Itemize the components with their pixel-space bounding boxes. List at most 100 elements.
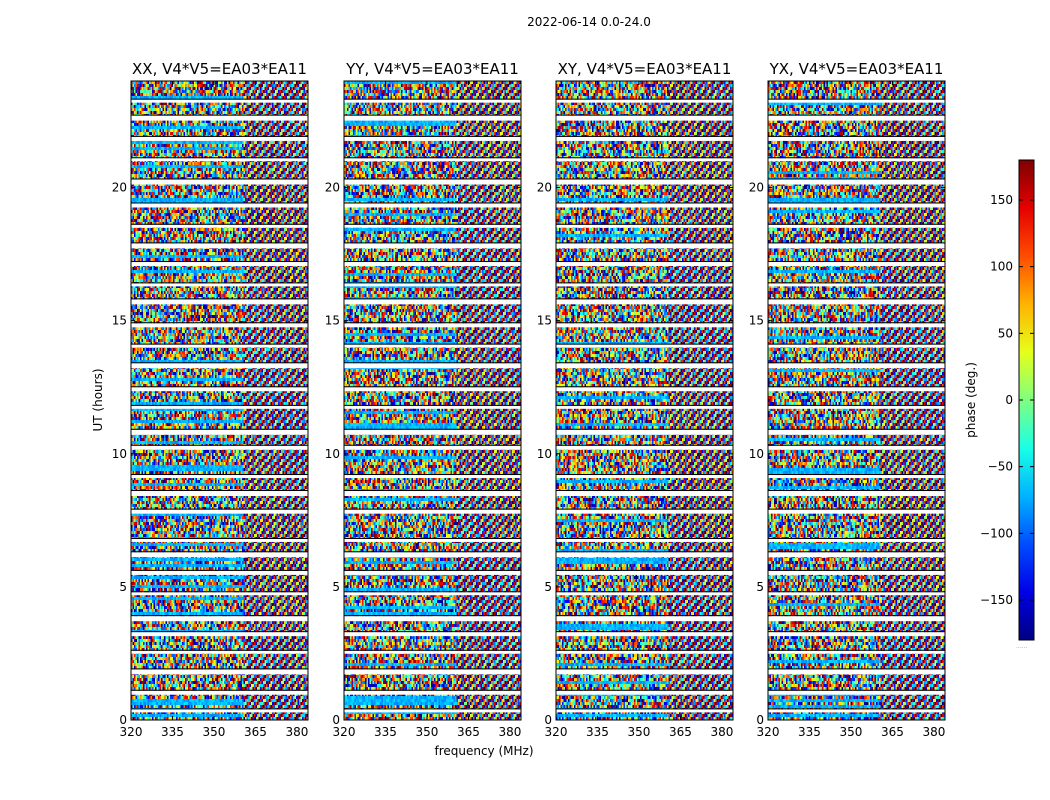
flagged-gap	[131, 405, 308, 409]
x-tick-label: 380	[710, 725, 733, 739]
colorbar-tick-label: 100	[990, 260, 1013, 274]
flagged-gap	[768, 475, 945, 479]
flagged-gap	[131, 632, 308, 637]
y-tick-label: 5	[332, 580, 340, 594]
flagged-gap	[556, 690, 733, 695]
flagged-gap	[556, 509, 733, 514]
flagged-gap	[344, 570, 521, 575]
flagged-gap	[556, 616, 733, 622]
flagged-gap	[131, 283, 308, 287]
flagged-gap	[131, 262, 308, 267]
flagged-gap	[131, 669, 308, 675]
flagged-gap	[131, 538, 308, 542]
flagged-gap	[131, 709, 308, 713]
flagged-gap	[768, 491, 945, 497]
flagged-gap	[344, 538, 521, 542]
flagged-gap	[344, 179, 521, 185]
y-tick-label: 15	[112, 314, 127, 328]
flagged-gap	[556, 405, 733, 409]
flagged-gap	[768, 538, 945, 542]
y-tick-label: 5	[119, 580, 127, 594]
flagged-gap	[556, 632, 733, 637]
flagged-gap	[344, 616, 521, 622]
flagged-gap	[768, 243, 945, 249]
flagged-gap	[768, 387, 945, 392]
flagged-gap	[556, 299, 733, 305]
flagged-gap	[768, 323, 945, 328]
flagged-gap	[768, 262, 945, 267]
flagged-gap	[768, 99, 945, 103]
heatmap-panel-2: YY, V4*V5=EA03*EA11 320 335 350 365 380 0 5 10 15…	[325, 60, 522, 739]
flagged-gap	[556, 158, 733, 162]
x-tick-label: 350	[416, 725, 439, 739]
x-tick-label: 350	[628, 725, 651, 739]
flagged-gap	[768, 690, 945, 695]
flagged-gap	[344, 509, 521, 514]
flagged-gap	[556, 243, 733, 249]
panel-title: XY, V4*V5=EA03*EA11	[558, 60, 732, 78]
x-tick-label: 365	[457, 725, 480, 739]
x-tick-label: 320	[757, 725, 780, 739]
colorbar-label: phase (deg.)	[964, 362, 978, 438]
flagged-gap	[768, 405, 945, 409]
flagged-gap	[131, 99, 308, 103]
x-tick-label: 350	[203, 725, 226, 739]
flagged-gap	[131, 224, 308, 228]
flagged-gap	[344, 592, 521, 596]
flagged-gap	[556, 283, 733, 287]
flagged-gap	[768, 509, 945, 514]
flagged-gap	[768, 669, 945, 675]
flagged-gap	[131, 445, 308, 450]
flagged-gap	[556, 570, 733, 575]
flagged-gap	[556, 669, 733, 675]
y-axis-label: UT (hours)	[91, 368, 105, 431]
y-tick-label: 0	[756, 713, 764, 727]
flagged-gap	[131, 136, 308, 141]
flagged-gap	[768, 445, 945, 450]
flagged-gap	[131, 650, 308, 654]
axes-frame	[343, 80, 522, 721]
x-tick-label: 320	[120, 725, 143, 739]
flagged-gap	[768, 344, 945, 348]
colorbar-tick-label: 150	[990, 193, 1013, 207]
flagged-gap	[131, 344, 308, 348]
x-tick-label: 320	[545, 725, 568, 739]
heatmap-image	[131, 81, 308, 720]
y-tick-label: 20	[112, 181, 127, 195]
x-axis-label: frequency (MHz)	[434, 744, 533, 758]
y-tick-label: 20	[537, 181, 552, 195]
flagged-gap	[768, 570, 945, 575]
flagged-gap	[344, 405, 521, 409]
flagged-gap	[556, 363, 733, 369]
flagged-gap	[131, 363, 308, 369]
flagged-gap	[556, 491, 733, 497]
y-tick-label: 5	[544, 580, 552, 594]
y-tick-label: 0	[544, 713, 552, 727]
flagged-gap	[344, 243, 521, 249]
y-tick-label: 20	[325, 181, 340, 195]
heatmap-image	[344, 81, 521, 720]
flagged-gap	[556, 115, 733, 121]
flagged-gap	[768, 203, 945, 208]
flagged-gap	[768, 592, 945, 596]
panels-group: XX, V4*V5=EA03*EA11 320 335 350 365 380 0 5 10 15…	[112, 60, 946, 739]
flagged-gap	[768, 299, 945, 305]
panel-title: YY, V4*V5=EA03*EA11	[345, 60, 519, 78]
flagged-gap	[768, 136, 945, 141]
flagged-gap	[344, 136, 521, 141]
x-tick-label: 365	[669, 725, 692, 739]
flagged-gap	[344, 387, 521, 392]
flagged-gap	[768, 429, 945, 435]
flagged-gap	[556, 344, 733, 348]
flagged-gap	[556, 179, 733, 185]
flagged-gap	[131, 491, 308, 497]
flagged-gap	[556, 538, 733, 542]
flagged-gap	[556, 262, 733, 267]
flagged-gap	[556, 650, 733, 654]
colorbar: −150 −100 −50 0 50 100 150	[980, 159, 1035, 641]
flagged-gap	[768, 632, 945, 637]
y-tick-label: 0	[119, 713, 127, 727]
x-tick-label: 335	[374, 725, 397, 739]
flagged-gap	[131, 552, 308, 558]
flagged-gap	[768, 650, 945, 654]
